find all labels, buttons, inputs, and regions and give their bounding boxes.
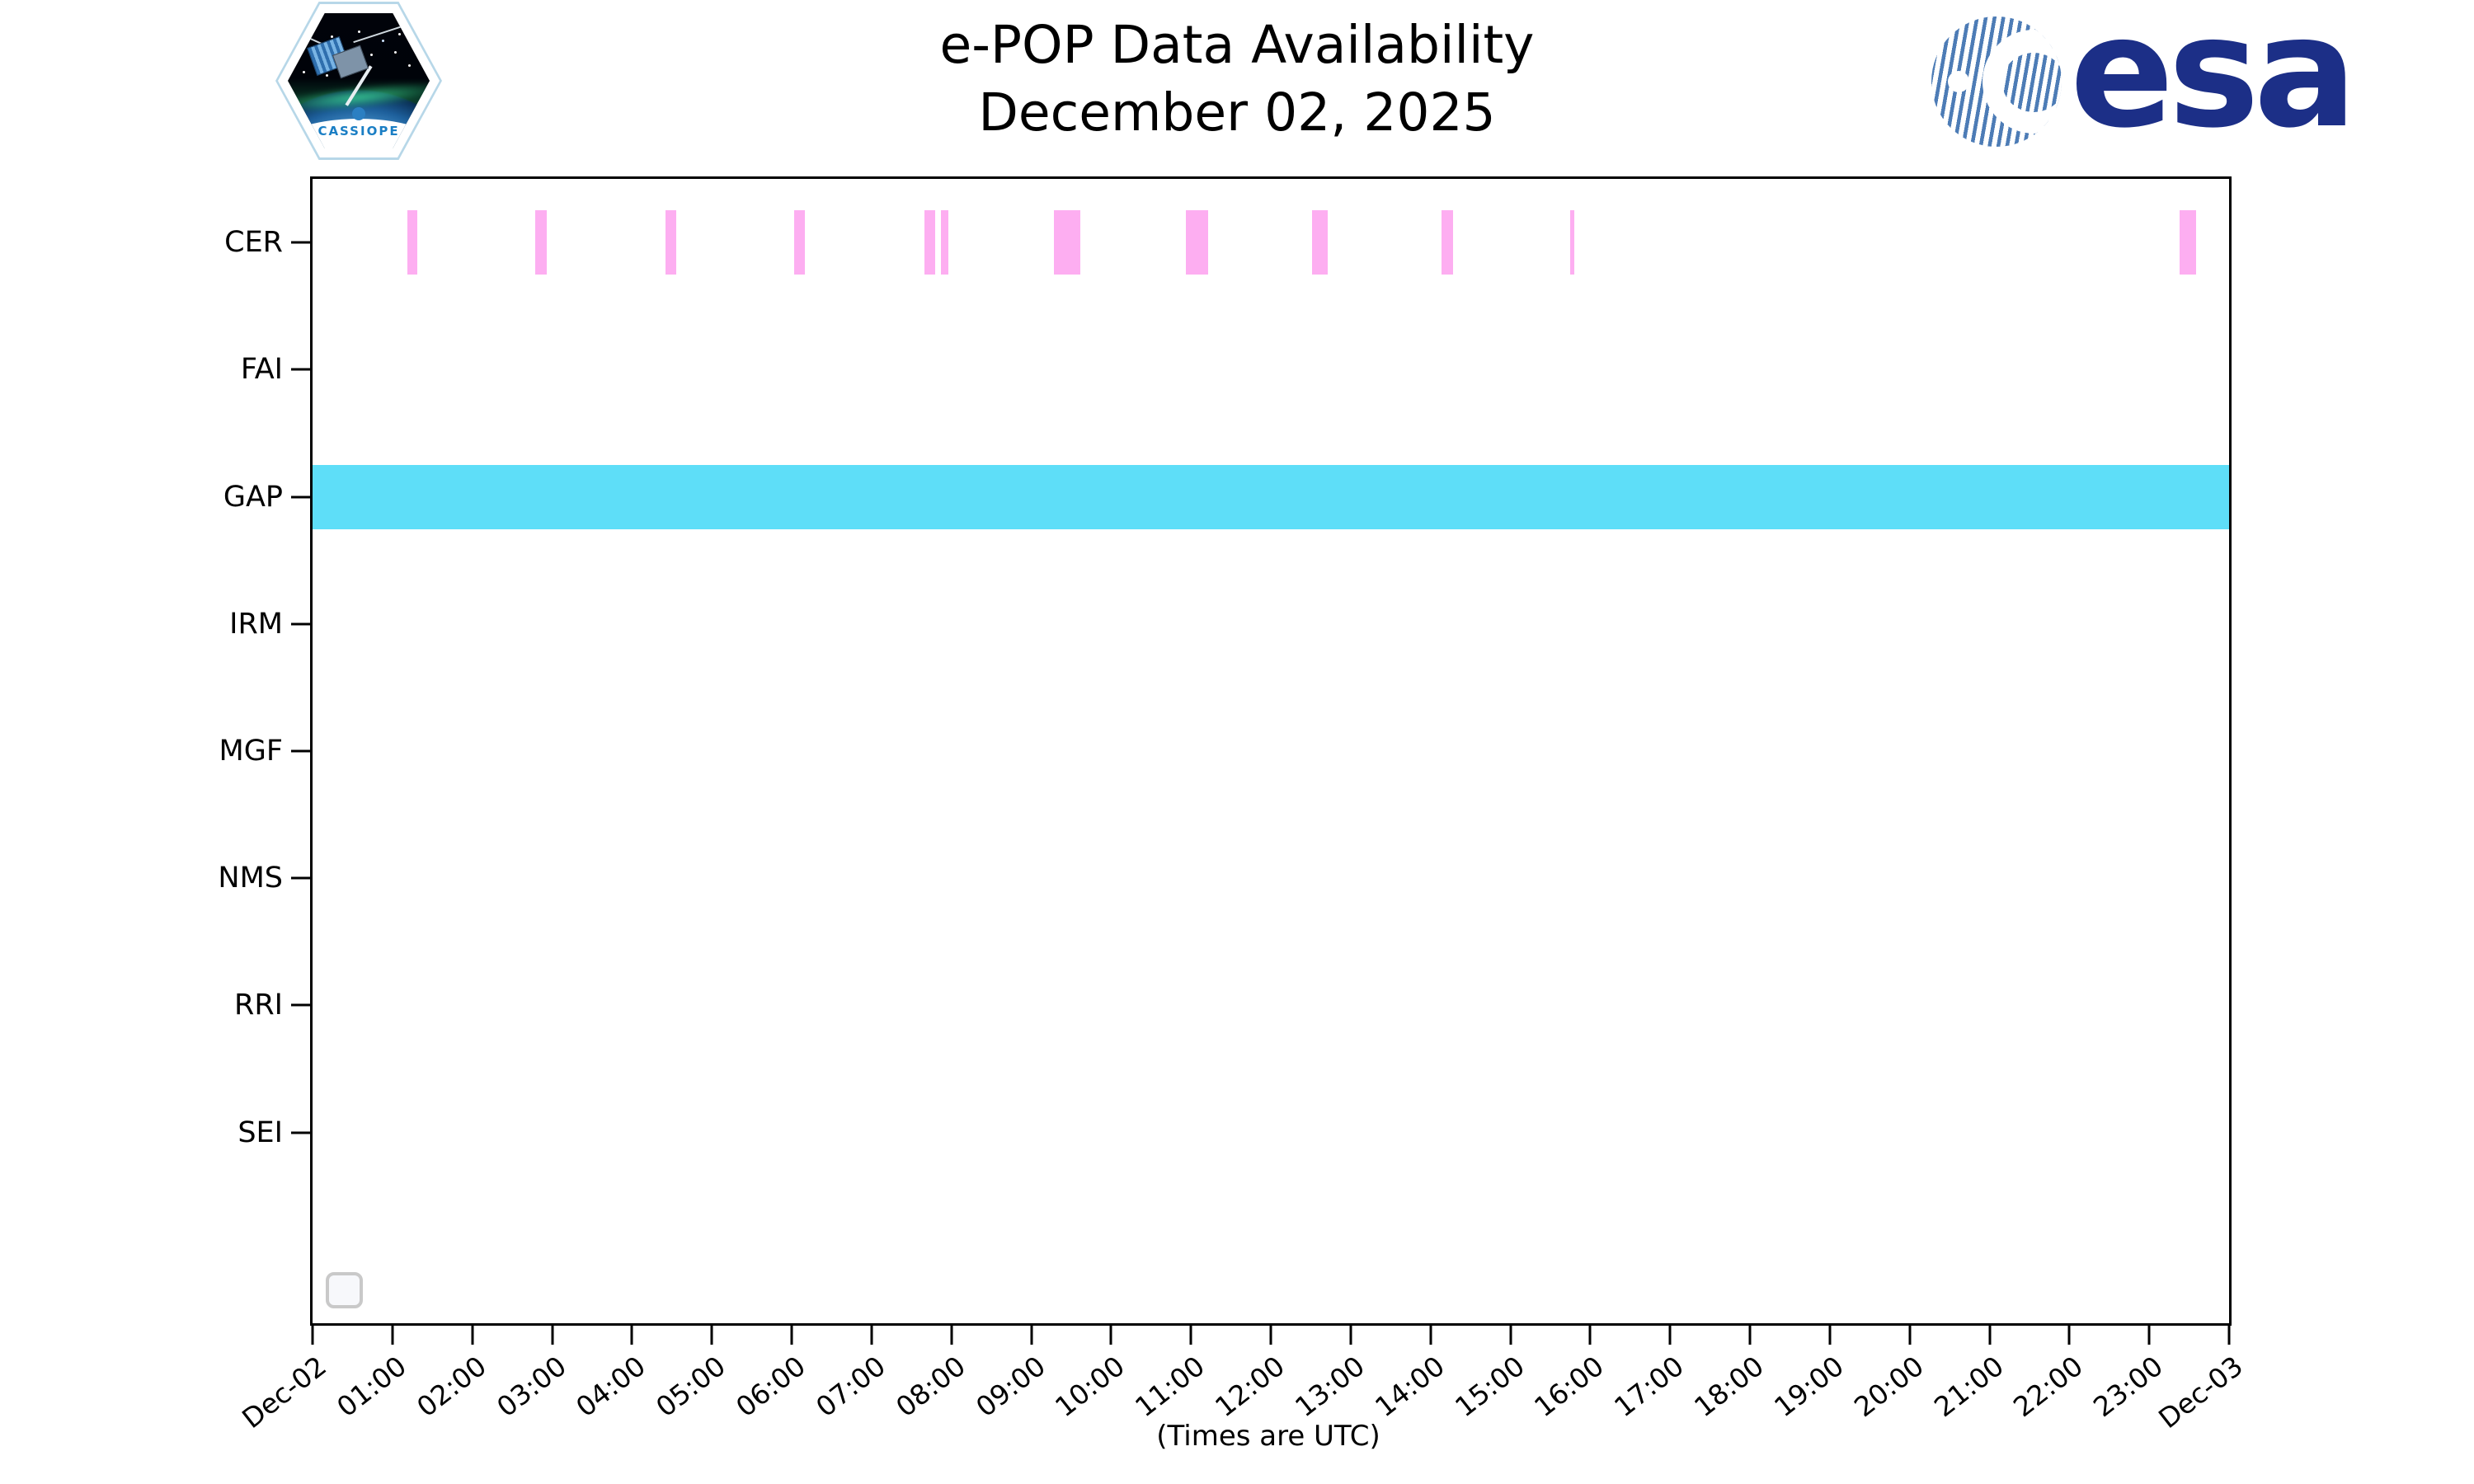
x-tick [630, 1326, 633, 1345]
x-tick-label: 06:00 [730, 1350, 812, 1424]
x-tick [1828, 1326, 1832, 1345]
x-tick [1748, 1326, 1752, 1345]
x-tick-label: 03:00 [490, 1350, 572, 1424]
x-tick-label: 18:00 [1688, 1350, 1771, 1424]
availability-bar-cer [1570, 210, 1574, 275]
x-tick-label: 14:00 [1368, 1350, 1451, 1424]
x-tick [710, 1326, 713, 1345]
x-tick-label: 10:00 [1049, 1350, 1131, 1424]
x-tick-label: 12:00 [1209, 1350, 1291, 1424]
availability-bar-cer [1312, 210, 1329, 275]
availability-bar-cer [924, 210, 936, 275]
chart-title: e-POP Data Availability [939, 15, 1535, 75]
x-tick [950, 1326, 953, 1345]
availability-bar-cer [665, 210, 676, 275]
y-tick-label-rri: RRI [234, 989, 283, 1022]
x-tick-label: 05:00 [650, 1350, 732, 1424]
x-tick [2147, 1326, 2151, 1345]
x-tick-label: 07:00 [809, 1350, 891, 1424]
esa-wordmark: esa [2070, 0, 2357, 162]
x-tick [1269, 1326, 1272, 1345]
x-tick-label: 17:00 [1608, 1350, 1691, 1424]
availability-bar-gap [313, 464, 2229, 529]
x-tick-label: 15:00 [1448, 1350, 1531, 1424]
availability-bar-cer [1053, 210, 1081, 275]
chart-title-block: e-POP Data Availability December 02, 202… [0, 12, 2474, 147]
availability-bar-cer [407, 210, 418, 275]
y-tick-label-fai: FAI [240, 353, 283, 387]
x-tick [1109, 1326, 1112, 1345]
x-tick-label: 21:00 [1927, 1350, 2010, 1424]
y-tick-label-nms: NMS [218, 862, 283, 895]
x-tick-label: 16:00 [1528, 1350, 1611, 1424]
x-tick [471, 1326, 474, 1345]
x-tick [2227, 1326, 2231, 1345]
x-tick-label: 04:00 [570, 1350, 652, 1424]
x-tick [311, 1326, 314, 1345]
y-tick [291, 749, 310, 753]
esa-logo: esa [1931, 0, 2357, 148]
y-tick-label-gap: GAP [223, 480, 283, 514]
x-tick-label: 08:00 [889, 1350, 971, 1424]
availability-bar-cer [2180, 210, 2196, 275]
y-tick [291, 1003, 310, 1007]
x-tick [1349, 1326, 1352, 1345]
x-tick-label: 02:00 [410, 1350, 492, 1424]
x-tick-label: 20:00 [1847, 1350, 1930, 1424]
x-tick [790, 1326, 793, 1345]
y-tick [291, 876, 310, 880]
y-tick [291, 622, 310, 626]
esa-globe-icon [1931, 16, 2062, 147]
chart-subtitle: December 02, 2025 [978, 82, 1496, 143]
y-tick-label-mgf: MGF [219, 735, 283, 768]
x-tick [391, 1326, 394, 1345]
x-tick [551, 1326, 553, 1345]
x-tick [1988, 1326, 1991, 1345]
y-tick [291, 1131, 310, 1134]
x-tick [1189, 1326, 1192, 1345]
y-tick [291, 368, 310, 371]
y-tick-label-sei: SEI [238, 1115, 283, 1149]
x-tick-label: 19:00 [1767, 1350, 1850, 1424]
x-tick [2067, 1326, 2071, 1345]
x-tick [1588, 1326, 1592, 1345]
x-tick [1030, 1326, 1032, 1345]
y-tick-label-irm: IRM [229, 607, 283, 641]
x-tick [1509, 1326, 1512, 1345]
availability-bar-cer [1185, 210, 1209, 275]
availability-bar-cer [1441, 210, 1454, 275]
x-axis-label: (Times are UTC) [1156, 1420, 1380, 1453]
y-tick-label-cer: CER [224, 226, 283, 260]
x-tick [870, 1326, 873, 1345]
x-tick-label: 09:00 [969, 1350, 1051, 1424]
plot-area: CER FAI GAP IRM MGF NMS RRI SEI Dec-02 01:00 02:00… [218, 176, 2249, 1435]
legend-box [326, 1272, 363, 1308]
y-tick [291, 241, 310, 244]
x-tick [1429, 1326, 1432, 1345]
cassiope-mission-patch: CASSIOPE [275, 2, 442, 160]
csa-logo-icon [352, 107, 365, 120]
x-tick-label: 22:00 [2007, 1350, 2090, 1424]
availability-bar-cer [534, 210, 548, 275]
y-tick [291, 495, 310, 499]
x-tick-label: 11:00 [1129, 1350, 1211, 1424]
availability-bar-cer [940, 210, 949, 275]
x-tick [1908, 1326, 1912, 1345]
availability-bar-cer [794, 210, 806, 275]
x-tick-label: 13:00 [1288, 1350, 1371, 1424]
x-tick [1668, 1326, 1672, 1345]
cassiope-patch-label: CASSIOPE [317, 124, 400, 139]
x-tick-label: 01:00 [330, 1350, 412, 1424]
